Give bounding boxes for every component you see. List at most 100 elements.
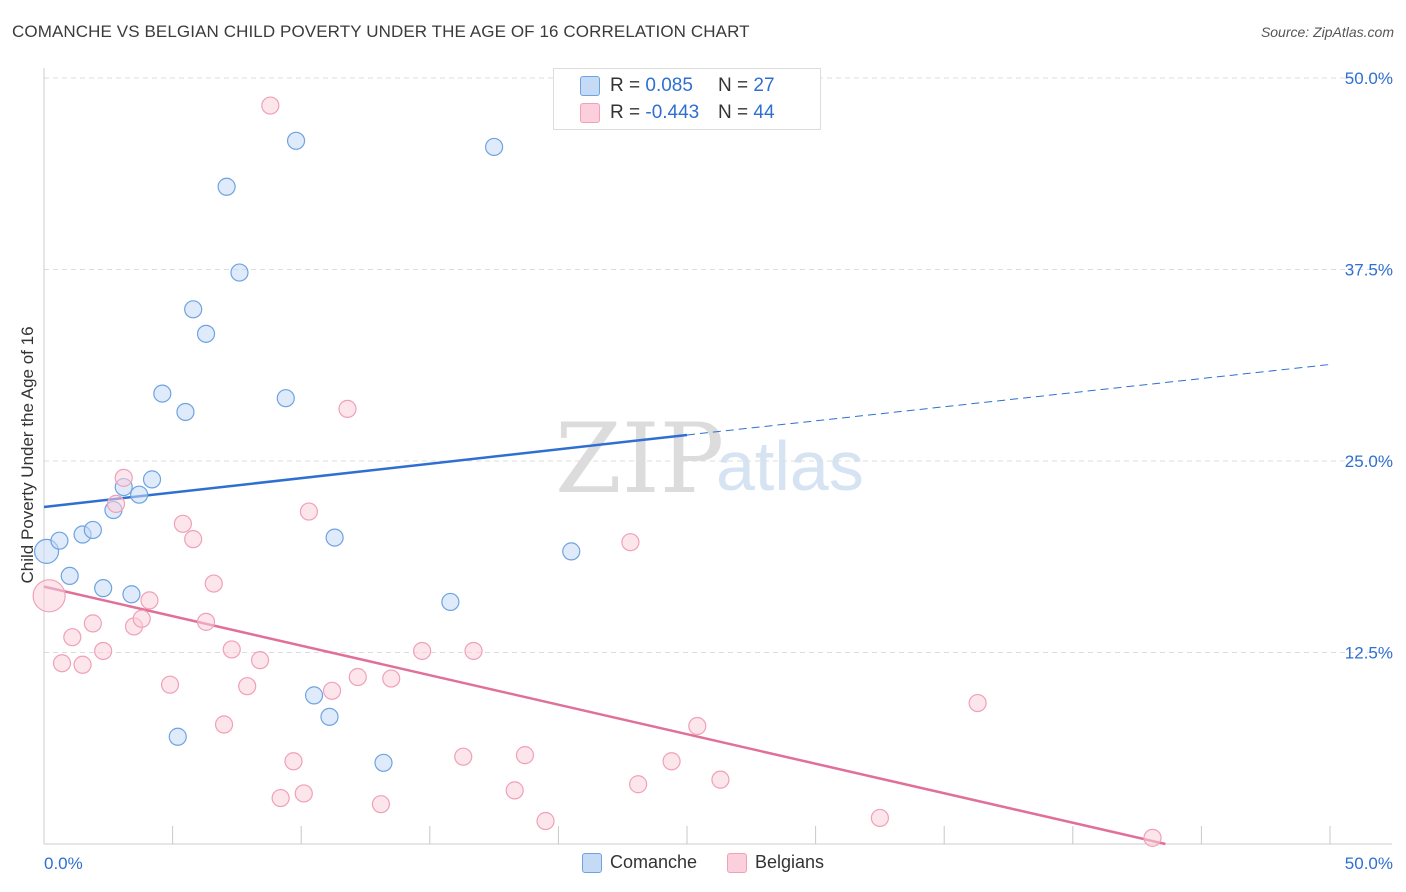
comanche-point [286,131,306,150]
belgians-point [173,514,192,533]
bottom-legend-comanche: Comanche [581,852,697,873]
watermark: ZIP atlas [555,403,864,515]
belgians-point [371,795,391,814]
legend-r-label: R = [610,102,646,123]
belgians-point [348,667,367,687]
y-tick-label: 25.0% [1345,452,1393,471]
comanche-point [168,727,187,746]
belgians-point [271,788,290,808]
belgians-point [505,781,524,800]
belgians-point [454,747,473,766]
legend-swatch-comanche [580,76,600,96]
belgians-point [515,746,535,765]
belgians-point [214,715,234,734]
comanche-point [122,585,141,604]
belgians-point [299,502,319,521]
belgians-point [382,669,401,688]
belgians-point [94,641,113,661]
x-tick-label-max: 50.0% [1345,854,1393,873]
comanche-point [374,753,393,772]
legend: R = 0.085 N = 27 R = -0.443 N = 44 [553,68,821,130]
belgians-point [160,675,180,694]
legend-swatch-belgians [580,103,600,123]
belgians-point [196,612,216,631]
x-tick-label-min: 0.0% [44,854,83,873]
bottom-legend-swatch-belgians [727,852,747,873]
comanche-point [142,470,162,489]
comanche-point [304,686,324,705]
y-tick-label: 50.0% [1345,69,1393,88]
legend-r-value-comanche: 0.085 [645,75,693,96]
belgians-point [662,752,681,771]
comanche-point [60,566,79,586]
chart-title: COMANCHE VS BELGIAN CHILD POVERTY UNDER … [12,22,750,41]
legend-n-value-belgians: 44 [753,102,775,123]
legend-r-value-belgians: -0.443 [645,102,700,123]
legend-r-comanche: R = 0.085 [610,75,718,97]
watermark-zip: ZIP [555,403,724,515]
comanche-point [320,707,339,726]
belgians-point [621,533,640,552]
comanche-point [217,177,236,196]
belgians-point [870,808,890,828]
comanche-point [485,137,504,157]
belgians-point [322,681,342,700]
bottom-legend-label-comanche: Comanche [609,852,697,872]
legend-r-belgians: R = -0.443 [610,102,718,124]
belgians-point [968,693,987,713]
comanche-point [94,579,113,598]
legend-row-comanche: R = 0.085 N = 27 [580,75,775,97]
comanche-point [441,592,460,612]
belgians-point [688,716,707,736]
belgians-point [536,811,555,831]
belgians-point [412,641,432,661]
belgians-point [294,784,313,803]
comanche-point [562,542,581,561]
belgians-point [63,628,82,647]
comanche-point [196,324,216,343]
belgians-point [132,609,151,628]
belgians-point [106,494,126,513]
belgians-point [32,579,66,613]
belgians-point [114,468,133,487]
belgians-point [52,654,72,673]
legend-n-comanche: N = 27 [718,75,775,97]
legend-r-label: R = [610,75,646,96]
y-tick-label: 12.5% [1345,644,1393,663]
comanche-point [130,485,149,504]
belgians-point [284,752,303,771]
belgians-trend-line [43,585,1166,846]
legend-n-value-comanche: 27 [753,75,775,96]
belgians-point [1143,828,1162,847]
legend-n-belgians: N = 44 [718,102,775,124]
y-tick-label: 37.5% [1345,261,1393,280]
belgians-point [261,96,280,115]
belgians-point [73,655,92,674]
belgians-point [629,775,648,794]
belgians-point [238,677,257,696]
legend-row-belgians: R = -0.443 N = 44 [580,102,775,124]
comanche-point [176,402,195,422]
data-points [32,96,1162,847]
belgians-point [83,614,102,633]
bottom-legend: Comanche Belgians [0,852,1406,873]
belgians-point [222,640,241,659]
axes [43,68,1392,845]
comanche-point [276,389,295,408]
belgians-point [140,591,159,610]
bottom-legend-belgians: Belgians [727,852,824,873]
trend-lines [43,363,1331,846]
comanche-trend-extension [686,363,1331,436]
comanche-point [50,531,69,550]
comanche-point [83,520,102,540]
legend-n-label: N = [718,102,754,123]
comanche-point [230,263,249,282]
tick-labels: 12.5% 25.0% 37.5% 50.0% 0.0% 50.0% [44,69,1393,873]
source-label: Source: ZipAtlas.com [1260,24,1394,40]
comanche-trend-line [43,433,688,509]
belgians-point [250,651,270,670]
bottom-legend-label-belgians: Belgians [755,852,825,872]
belgians-point [204,574,223,593]
belgians-point [464,641,483,661]
